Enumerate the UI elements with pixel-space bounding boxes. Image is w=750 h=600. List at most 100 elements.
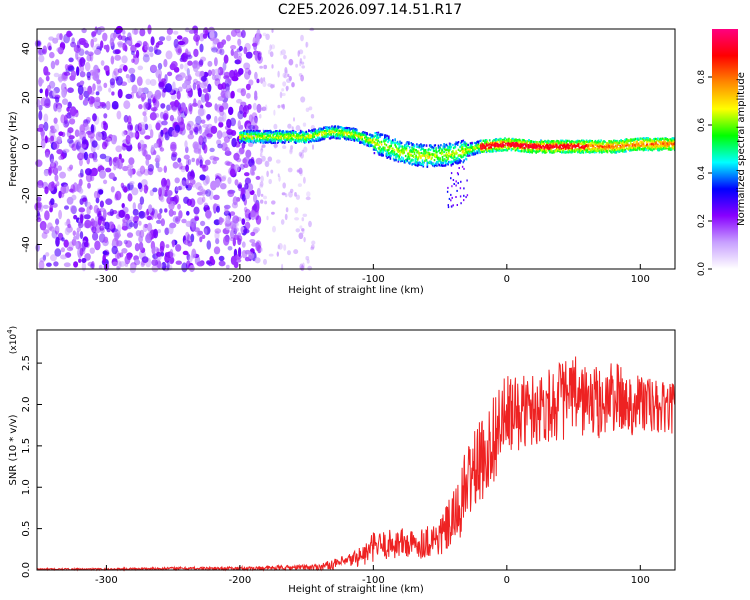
heatmap-noise-cell: [166, 35, 172, 42]
heatmap-noise-cell: [268, 253, 274, 257]
heatmap-noise-cell: [298, 151, 303, 157]
heatmap-signal-cell: [583, 140, 585, 143]
heatmap-signal-cell: [590, 150, 593, 153]
heatmap-signal-cell: [289, 136, 292, 139]
heatmap-noise-cell: [79, 231, 84, 240]
heatmap-signal-cell: [250, 134, 252, 137]
snr-y-axis: 0.00.51.01.52.02.5: [21, 355, 42, 578]
heatmap-signal-cell: [536, 146, 538, 149]
heatmap-noise-cell: [197, 107, 205, 117]
heatmap-signal-cell: [376, 141, 379, 144]
heatmap-noise-cell: [202, 164, 209, 172]
heatmap-signal-cell: [521, 141, 523, 145]
heatmap-signal-cell: [566, 139, 569, 142]
heatmap-signal-cell: [560, 139, 562, 142]
heatmap-noise-cell: [79, 198, 84, 206]
heatmap-signal-cell: [644, 137, 646, 140]
heatmap-signal-cell: [354, 131, 356, 134]
heatmap-signal-cell: [477, 140, 480, 143]
heatmap-signal-cell: [435, 151, 437, 154]
heatmap-noise-cell: [145, 78, 151, 86]
heatmap-signal-cell: [542, 141, 545, 144]
heatmap-signal-cell: [271, 131, 273, 134]
heatmap-signal-cell: [268, 140, 271, 144]
heatmap-signal-cell: [263, 138, 266, 141]
heatmap-noise-cell: [198, 135, 204, 146]
heatmap-signal-cell: [538, 145, 541, 148]
heatmap-signal-cell: [400, 149, 403, 152]
heatmap-signal-cell: [321, 134, 324, 137]
heatmap-signal-cell: [632, 139, 634, 142]
heatmap-signal-cell: [440, 153, 443, 156]
heatmap-signal-cell: [629, 139, 631, 142]
heatmap-noise-cell: [95, 102, 101, 107]
snr-y-tick-label: 1.0: [21, 479, 32, 495]
heatmap-noise-cell: [192, 63, 199, 73]
heatmap-signal-cell: [299, 131, 302, 134]
heatmap-signal-cell: [621, 146, 623, 149]
heatmap-noise-cell: [39, 257, 46, 263]
heatmap-noise-cell: [122, 217, 129, 223]
heatmap-noise-cell: [197, 197, 204, 205]
heatmap-signal-cell: [366, 144, 368, 147]
heatmap-signal-cell: [382, 151, 384, 154]
heatmap-noise-cell: [206, 260, 212, 265]
heatmap-signal-cell: [402, 152, 404, 155]
heatmap-signal-cell: [514, 146, 517, 149]
heatmap-signal-cell: [429, 148, 432, 151]
heatmap-signal-cell: [459, 146, 461, 149]
heatmap-signal-cell: [411, 146, 413, 149]
heatmap-noise-cell: [238, 247, 242, 257]
heatmap-signal-cell: [594, 143, 597, 146]
heatmap-signal-cell: [475, 145, 477, 148]
heatmap-signal-cell: [626, 141, 629, 144]
heatmap-signal-cell: [488, 139, 491, 142]
heatmap-noise-cell: [261, 144, 266, 148]
heatmap-noise-cell: [102, 209, 107, 219]
heatmap-signal-cell: [270, 141, 272, 144]
heatmap-signal-cell: [267, 137, 269, 140]
heatmap-noise-cell: [91, 261, 95, 270]
heatmap-noise-cell: [165, 244, 170, 249]
heatmap-signal-cell: [625, 144, 627, 147]
heatmap-noise-cell: [202, 196, 206, 203]
heatmap-noise-cell: [94, 49, 101, 55]
heatmap-signal-cell: [277, 139, 280, 142]
heatmap-noise-cell: [111, 228, 118, 233]
heatmap-signal-cell: [333, 127, 336, 130]
heatmap-noise-cell: [99, 169, 107, 179]
heatmap-signal-cell: [449, 144, 452, 147]
heatmap-noise-cell: [89, 205, 93, 210]
heatmap-signal-cell: [239, 139, 241, 142]
heatmap-signal-cell: [251, 140, 253, 143]
heatmap-noise-cell: [305, 196, 311, 201]
heatmap-signal-cell: [408, 155, 410, 158]
heatmap-signal-cell: [435, 155, 437, 158]
heatmap-signal-cell: [428, 148, 430, 151]
heatmap-noise-cell: [111, 100, 119, 110]
heatmap-noise-cell: [164, 227, 170, 236]
heatmap-signal-cell: [661, 141, 663, 144]
heatmap-signal-cell: [388, 147, 391, 150]
heatmap-noise-cell: [50, 198, 55, 206]
heatmap-noise-cell: [181, 102, 186, 113]
heatmap-signal-cell: [613, 150, 615, 153]
heatmap-signal-cell: [298, 135, 300, 138]
heatmap-signal-cell: [623, 150, 626, 153]
heatmap-signal-cell: [328, 127, 331, 130]
heatmap-noise-cell: [194, 71, 202, 77]
heatmap-noise-cell: [200, 81, 208, 89]
heatmap-signal-cell: [452, 150, 454, 153]
heatmap-signal-cell: [673, 137, 675, 140]
heatmap-noise-cell: [271, 211, 275, 215]
heatmap-signal-cell: [392, 151, 395, 154]
heatmap-signal-cell: [442, 145, 445, 148]
heatmap-signal-cell: [665, 137, 667, 140]
heatmap-signal-cell: [458, 167, 460, 169]
heatmap-noise-cell: [70, 41, 77, 48]
heatmap-noise-cell: [253, 227, 260, 233]
heatmap-signal-cell: [442, 164, 445, 167]
heatmap-noise-cell: [48, 45, 52, 51]
heatmap-noise-cell: [273, 109, 276, 116]
heatmap-noise-cell: [141, 96, 145, 102]
